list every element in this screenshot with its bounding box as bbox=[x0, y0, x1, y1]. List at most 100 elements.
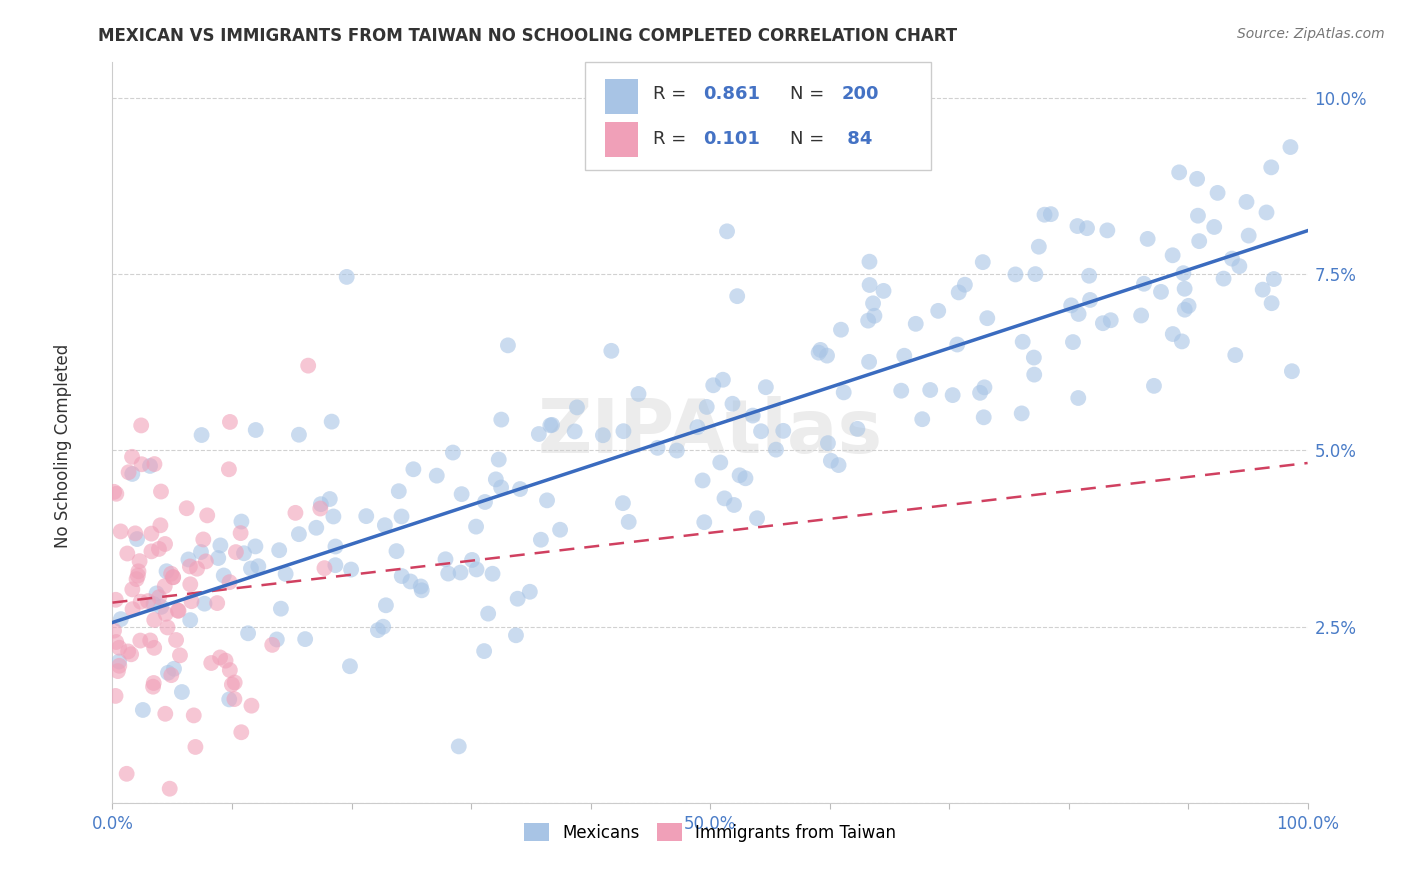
Point bbox=[156, 620, 179, 634]
Point bbox=[108, 640, 131, 655]
Point bbox=[426, 468, 449, 483]
Point bbox=[245, 423, 267, 437]
Point bbox=[388, 484, 411, 499]
Point bbox=[772, 424, 794, 438]
Point bbox=[367, 623, 389, 637]
Point bbox=[284, 506, 307, 520]
Point bbox=[247, 559, 270, 574]
Point bbox=[186, 562, 208, 576]
Point bbox=[450, 566, 472, 580]
Bar bbox=[605, 121, 638, 157]
Point bbox=[218, 692, 240, 706]
Point bbox=[953, 277, 976, 292]
Point bbox=[1206, 186, 1229, 200]
Point bbox=[1256, 205, 1278, 219]
Point bbox=[399, 574, 422, 589]
Point bbox=[1227, 259, 1250, 273]
Point bbox=[1022, 351, 1045, 365]
Point bbox=[1011, 334, 1033, 349]
Point bbox=[862, 296, 884, 310]
Point bbox=[942, 388, 965, 402]
Point bbox=[527, 427, 550, 442]
Point bbox=[728, 468, 751, 483]
Point bbox=[155, 706, 177, 721]
Point bbox=[120, 648, 142, 662]
Point bbox=[745, 511, 768, 525]
Point bbox=[239, 561, 262, 575]
Point bbox=[170, 685, 193, 699]
Text: 0.861: 0.861 bbox=[703, 86, 759, 103]
Point bbox=[309, 501, 332, 516]
Point bbox=[1011, 406, 1033, 420]
Point bbox=[647, 441, 669, 455]
Point bbox=[297, 359, 319, 373]
Point bbox=[1161, 248, 1184, 262]
Point bbox=[1263, 272, 1285, 286]
Point bbox=[179, 559, 201, 574]
Point bbox=[485, 472, 508, 486]
Point bbox=[103, 624, 125, 638]
Point bbox=[973, 410, 995, 425]
Point bbox=[1225, 348, 1247, 362]
Point bbox=[179, 613, 201, 627]
Point bbox=[1212, 271, 1234, 285]
Point bbox=[193, 597, 215, 611]
Point bbox=[491, 412, 513, 426]
Point bbox=[139, 633, 162, 648]
Point bbox=[1076, 221, 1098, 235]
Point bbox=[409, 579, 432, 593]
Point bbox=[725, 289, 748, 303]
Point bbox=[176, 501, 198, 516]
Point bbox=[612, 424, 634, 438]
Point bbox=[150, 599, 173, 614]
Point bbox=[859, 277, 882, 292]
Point bbox=[136, 594, 159, 608]
Point bbox=[858, 254, 880, 268]
Point bbox=[927, 303, 949, 318]
Point bbox=[1067, 391, 1090, 405]
Point bbox=[177, 552, 200, 566]
Point bbox=[1024, 267, 1046, 281]
Text: R =: R = bbox=[652, 86, 692, 103]
Point bbox=[143, 457, 166, 471]
Point bbox=[127, 565, 149, 579]
Text: Source: ZipAtlas.com: Source: ZipAtlas.com bbox=[1237, 27, 1385, 41]
Point bbox=[167, 604, 190, 618]
Point bbox=[721, 397, 744, 411]
Point bbox=[1091, 316, 1114, 330]
Point bbox=[218, 462, 240, 476]
Point bbox=[129, 595, 152, 609]
Point bbox=[190, 428, 212, 442]
Point bbox=[488, 452, 510, 467]
Point bbox=[565, 401, 588, 415]
Point bbox=[911, 412, 934, 426]
Point bbox=[107, 664, 129, 678]
Point bbox=[716, 224, 738, 238]
Point bbox=[734, 471, 756, 485]
Point bbox=[160, 668, 183, 682]
Point bbox=[354, 509, 377, 524]
Point bbox=[162, 570, 184, 584]
Point bbox=[538, 418, 561, 433]
Point bbox=[190, 545, 212, 559]
Point bbox=[121, 450, 143, 464]
Point bbox=[548, 523, 571, 537]
Point bbox=[1161, 326, 1184, 341]
Point bbox=[519, 584, 541, 599]
Point bbox=[536, 493, 558, 508]
Point bbox=[765, 442, 787, 457]
Point bbox=[373, 620, 395, 634]
Point bbox=[214, 654, 236, 668]
Point bbox=[124, 526, 146, 541]
Point bbox=[820, 454, 842, 468]
Point bbox=[155, 564, 177, 578]
Point bbox=[441, 445, 464, 459]
Point bbox=[339, 659, 361, 673]
Point bbox=[209, 650, 232, 665]
Point bbox=[1066, 219, 1088, 233]
Point bbox=[117, 644, 139, 658]
Point bbox=[103, 484, 125, 499]
Text: 200: 200 bbox=[842, 86, 879, 103]
Point bbox=[391, 509, 413, 524]
Point bbox=[139, 458, 162, 473]
